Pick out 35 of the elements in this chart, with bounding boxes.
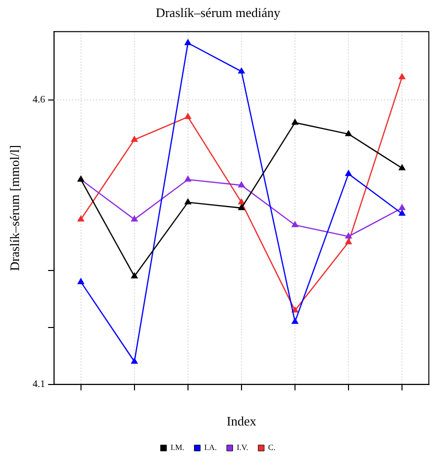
point [398,204,406,210]
point [292,119,298,125]
point [345,130,352,136]
point [292,318,298,324]
point [131,136,138,142]
point [398,74,406,80]
point [292,306,298,313]
point [131,272,138,278]
y-tick-label: 4.1 [32,379,46,390]
legend-label: I.V. [236,443,248,452]
point [184,113,192,120]
y-axis-title: Draslík–sérum [mmol/l] [7,144,22,272]
legend-label: C. [268,443,276,452]
chart-title: Draslík–sérum mediány [156,5,281,20]
point [345,170,352,176]
point [292,221,298,228]
point [238,204,245,210]
point [345,238,352,244]
point [131,216,138,222]
point [184,198,192,204]
point [78,216,84,222]
point [184,39,192,46]
x-axis-title: Index [226,414,257,429]
point [238,198,245,204]
point [184,176,192,182]
legend-label: I.A. [204,443,217,452]
point [78,278,84,284]
point [345,232,352,239]
point [131,358,138,364]
point [238,182,245,188]
point [398,164,406,170]
legend-label: I.M. [170,443,184,452]
y-tick-label: 4.6 [32,94,46,106]
point [398,210,406,216]
point [238,68,245,74]
